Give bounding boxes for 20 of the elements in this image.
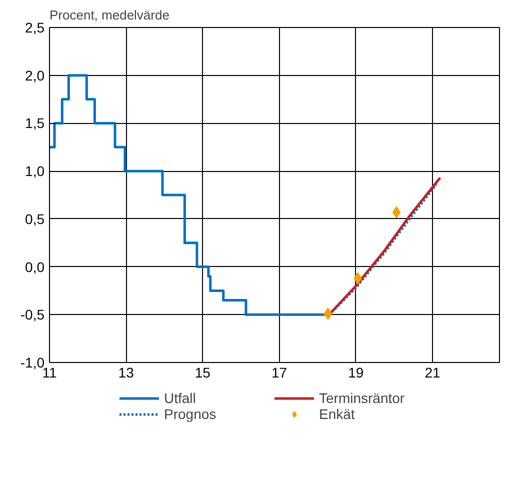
- legend-label: Utfall: [164, 390, 197, 406]
- y-tick-label: 1,0: [25, 163, 45, 180]
- y-tick-label: 2,5: [25, 20, 45, 36]
- y-tick-label: 1,5: [25, 115, 45, 132]
- point: [392, 206, 401, 218]
- legend-label: Terminsräntor: [319, 390, 406, 406]
- x-tick-label: 17: [272, 364, 288, 380]
- legend-label: Enkät: [319, 406, 356, 422]
- y-tick-label: 0,0: [25, 258, 45, 275]
- x-tick-label: 15: [194, 364, 211, 380]
- x-tick-label: 13: [118, 364, 134, 380]
- x-tick-label: 21: [424, 364, 440, 380]
- y-tick-label: 0,5: [25, 210, 45, 227]
- point: [324, 308, 332, 320]
- legend-label: Prognos: [164, 406, 218, 422]
- y-tick-label: -1,0: [20, 354, 45, 370]
- y-tick-label: 2,0: [25, 67, 45, 84]
- y-tick-label: -0,5: [20, 306, 45, 323]
- chart-title: Procent, medelvärde: [50, 8, 170, 22]
- x-tick-label: 19: [348, 364, 364, 380]
